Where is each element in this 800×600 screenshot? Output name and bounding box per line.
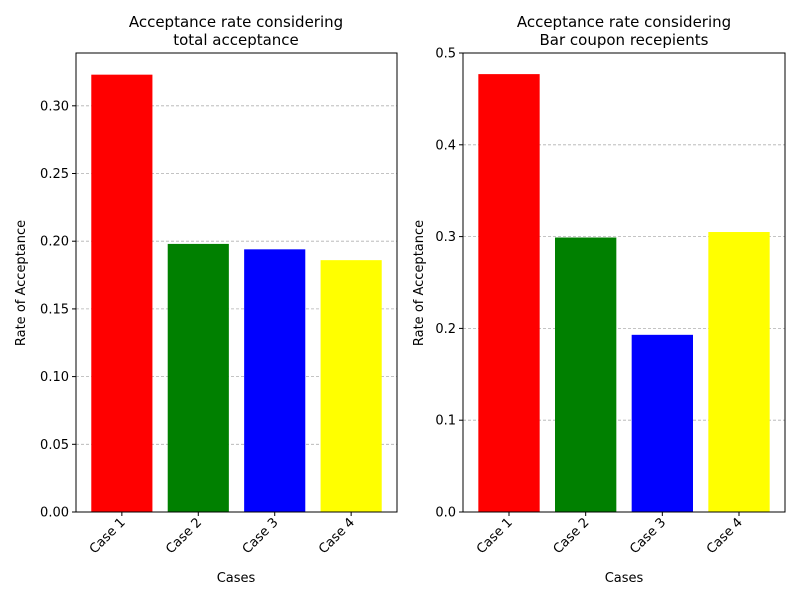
- x-tick-label: Case 4: [704, 515, 746, 557]
- x-axis-label: Cases: [217, 571, 256, 586]
- bars: [478, 74, 770, 512]
- bar-case-4: [708, 232, 770, 512]
- x-ticks: Case 1 Case 2 Case 3 Case 4: [87, 512, 358, 557]
- y-tick-label: 0.20: [40, 235, 69, 250]
- plot-frame: [75, 52, 398, 513]
- y-tick-label: 0.0: [435, 506, 456, 521]
- y-ticks: 0.0 0.1 0.2 0.3 0.4 0.5: [435, 47, 463, 521]
- x-axis-label: Cases: [605, 571, 644, 586]
- y-tick-label: 0.00: [40, 506, 69, 521]
- bar-case-2: [167, 243, 229, 512]
- chart-title-line-1: Acceptance rate considering: [517, 13, 731, 31]
- y-axis-label: Rate of Acceptance: [14, 220, 29, 346]
- y-tick-label: 0.5: [435, 47, 456, 62]
- y-tick-label: 0.30: [40, 99, 69, 114]
- y-tick-label: 0.05: [40, 438, 69, 453]
- x-tick-label: Case 2: [551, 515, 593, 557]
- y-tick-label: 0.1: [435, 414, 456, 429]
- x-tick-label: Case 3: [240, 515, 282, 557]
- y-tick-label: 0.10: [40, 370, 69, 385]
- plot-frame: [462, 52, 786, 513]
- y-tick-label: 0.25: [40, 167, 69, 182]
- chart-title-line-2: total acceptance: [173, 31, 299, 49]
- y-ticks: 0.00 0.05 0.10 0.15 0.20 0.25 0.30: [40, 99, 76, 521]
- x-tick-label: Case 1: [87, 515, 129, 557]
- chart-total-acceptance: Acceptance rate considering total accept…: [14, 13, 398, 586]
- chart-bar-coupon-recipients: Acceptance rate considering Bar coupon r…: [412, 13, 786, 586]
- x-tick-label: Case 2: [163, 515, 205, 557]
- bar-case-1: [91, 74, 153, 512]
- chart-title-line-2: Bar coupon recepients: [540, 31, 709, 49]
- bar-case-3: [631, 334, 693, 512]
- x-tick-label: Case 3: [627, 515, 669, 557]
- bars: [91, 74, 382, 512]
- x-ticks: Case 1 Case 2 Case 3 Case 4: [474, 512, 746, 557]
- chart-title-line-1: Acceptance rate considering: [129, 13, 343, 31]
- bar-case-1: [478, 74, 540, 512]
- y-tick-label: 0.4: [435, 138, 456, 153]
- y-tick-label: 0.2: [435, 322, 456, 337]
- bar-case-4: [320, 260, 382, 512]
- bar-case-3: [244, 249, 306, 512]
- x-tick-label: Case 1: [474, 515, 516, 557]
- y-tick-label: 0.3: [435, 230, 456, 245]
- y-tick-label: 0.15: [40, 302, 69, 317]
- y-axis-label: Rate of Acceptance: [412, 220, 427, 346]
- bar-case-2: [555, 237, 617, 512]
- x-tick-label: Case 4: [316, 515, 358, 557]
